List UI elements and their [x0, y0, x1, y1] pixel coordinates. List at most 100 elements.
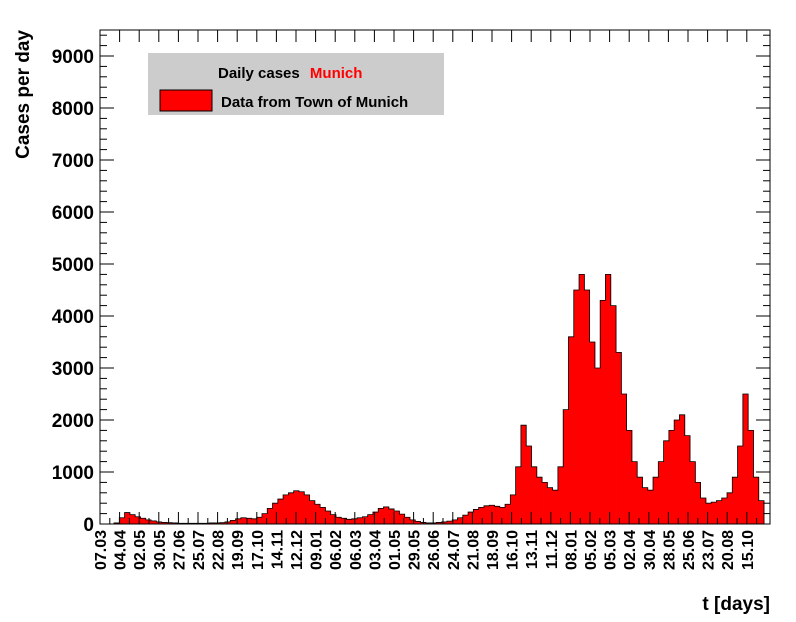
bar: [378, 508, 384, 524]
bar: [653, 477, 659, 524]
bar: [362, 516, 369, 524]
bar: [658, 461, 664, 524]
legend-swatch: [159, 89, 213, 112]
x-tick-label: 16.10: [505, 530, 522, 570]
bar: [124, 512, 131, 524]
bar: [600, 300, 606, 524]
bar: [267, 508, 273, 524]
x-tick-label: 04.04: [113, 530, 130, 570]
x-tick-label: 28.05: [661, 530, 678, 570]
bar: [277, 499, 284, 524]
x-tick-label: 09.01: [309, 530, 326, 570]
bar: [431, 522, 437, 524]
legend-title-city: Munich: [310, 65, 363, 82]
bar: [441, 521, 448, 524]
bar: [288, 492, 295, 524]
bar: [346, 519, 353, 524]
legend-title-text: Daily cases: [218, 65, 300, 82]
bar: [272, 503, 279, 524]
bar: [293, 490, 300, 524]
bar: [626, 430, 633, 524]
bar: [695, 482, 701, 524]
y-axis-label: Cases per day: [13, 30, 34, 159]
x-tick-label: 03.04: [367, 530, 384, 570]
y-tick-label: 3000: [52, 359, 94, 380]
x-tick-label: 15.10: [740, 530, 757, 570]
bar: [679, 414, 686, 524]
bar: [579, 274, 585, 524]
bar: [325, 511, 332, 524]
bar: [711, 502, 717, 524]
bar: [388, 508, 395, 524]
bar: [462, 515, 469, 524]
x-tick-label: 07.03: [93, 530, 110, 570]
x-tick-label: 22.08: [211, 530, 228, 570]
x-tick-label: 08.01: [563, 530, 580, 570]
bar: [727, 492, 733, 524]
bar: [230, 520, 236, 524]
bar: [605, 274, 612, 524]
y-tick-label: 7000: [52, 151, 94, 172]
bar: [753, 477, 760, 524]
bar: [557, 466, 564, 524]
bar: [341, 518, 347, 524]
bar: [531, 466, 538, 524]
bar: [568, 336, 575, 524]
series-outline: [113, 274, 765, 524]
bar: [150, 520, 157, 524]
x-tick-label: 05.02: [583, 530, 600, 570]
plot-frame: [99, 29, 771, 525]
x-tick-label: 27.06: [171, 530, 188, 570]
bar: [425, 522, 432, 524]
bar: [547, 487, 554, 524]
bar: [684, 435, 691, 524]
bar: [166, 522, 173, 524]
y-axis: 0 1000 2000 3000 4000 5000 6000 7000 8000 9000: [52, 34, 770, 536]
bar: [399, 514, 406, 524]
x-tick-label: 25.07: [191, 530, 208, 570]
legend: Daily cases Munich Data from Town of Mun…: [148, 53, 444, 115]
bar: [494, 506, 501, 524]
bar: [240, 517, 247, 524]
legend-entry-label: Data from Town of Munich: [221, 94, 408, 111]
bar: [737, 446, 744, 524]
bar: [235, 518, 242, 524]
bar: [563, 409, 569, 524]
y-tick-label: 9000: [52, 47, 94, 68]
bar: [478, 507, 485, 524]
bar: [690, 461, 696, 524]
x-tick-label: 20.08: [720, 530, 737, 570]
bar: [394, 511, 400, 524]
y-tick-label: 1000: [52, 463, 94, 484]
bar: [758, 500, 765, 524]
bar: [436, 522, 443, 524]
x-tick-label: 06.03: [348, 530, 365, 570]
bar: [663, 440, 670, 524]
bar: [298, 491, 305, 524]
bar: [304, 494, 310, 524]
bar: [647, 490, 654, 524]
x-tick-label: 18.09: [485, 530, 502, 570]
bar: [705, 503, 712, 524]
bar: [446, 521, 453, 524]
x-tick-label: 25.06: [681, 530, 698, 570]
bar: [404, 517, 411, 524]
y-tick-label: 4000: [52, 307, 94, 328]
bar: [542, 482, 548, 524]
bar: [589, 342, 596, 524]
bar: [742, 394, 749, 524]
bar: [473, 509, 480, 524]
x-tick-label: 02.04: [622, 530, 639, 570]
bar: [610, 305, 617, 524]
bar: [409, 519, 416, 524]
bar: [631, 461, 638, 524]
bar: [372, 512, 379, 524]
x-tick-label: 30.04: [642, 530, 659, 570]
bar: [452, 519, 458, 524]
x-tick-label: 21.08: [465, 530, 482, 570]
legend-title: Daily cases Munich: [218, 65, 362, 82]
bar: [674, 420, 680, 524]
bar: [483, 505, 490, 524]
bar: [367, 514, 374, 524]
bar: [129, 514, 136, 524]
